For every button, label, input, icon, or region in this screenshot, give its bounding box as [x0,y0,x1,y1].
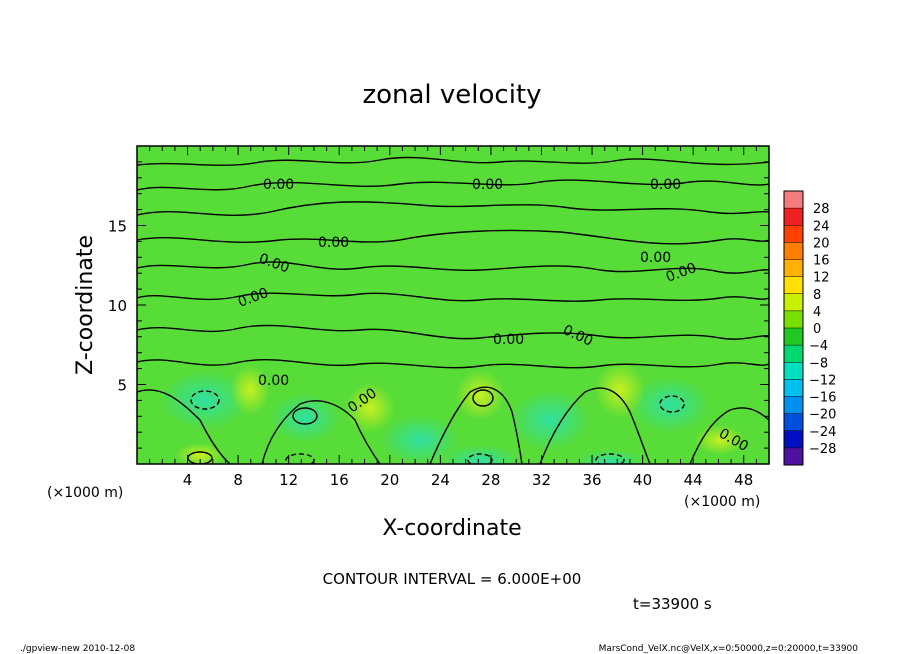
colorbar-swatch [784,208,803,226]
time-label: t=33900 s [633,595,712,613]
colorbar-label: −24 [809,425,836,440]
chart-title: zonal velocity [362,80,541,110]
y-axis-ticks: 5 10 15 [108,161,769,449]
colorbar-label: −4 [809,339,828,354]
contour-label: 0.00 [318,235,349,251]
footer-left: ./gpview-new 2010-12-08 [20,644,135,654]
colorbar-swatch [784,362,803,380]
colorbar-label: 0 [813,322,821,337]
x-tick-label: 32 [532,471,551,489]
contour-label: 0.00 [472,177,503,193]
colorbar-label: 20 [813,236,830,251]
colorbar-swatch [784,242,803,260]
x-tick-label: 36 [582,471,601,489]
colorbar-label: −8 [809,356,828,371]
y-tick-label: 15 [108,218,127,236]
colorbar-label: 16 [813,254,830,269]
x-tick-label: 48 [734,471,753,489]
x-tick-label: 8 [233,471,243,489]
colorbar-swatch [784,225,803,243]
colorbar-swatch [784,310,803,329]
colorbar-swatch [784,396,803,414]
colorbar-label: −20 [809,408,836,423]
colorbar-label: 24 [813,219,830,234]
x-tick-label: 44 [684,471,703,489]
x-unit-left: (×1000 m) [47,485,123,501]
colorbar-swatch [784,413,803,432]
colorbar-swatch [784,430,803,449]
y-axis-label: Z-coordinate [73,235,98,375]
colorbar-label: −12 [809,373,836,388]
x-tick-label: 28 [481,471,500,489]
colorbar-swatch [784,328,803,346]
colorbar-labels: 28 24 20 16 12 8 4 0 −4 −8 −12 −16 −20 −24 −28 [784,202,836,457]
colorbar-swatch [784,276,803,295]
x-tick-label: 20 [380,471,399,489]
x-tick-label: 12 [279,471,298,489]
contour-label: 0.00 [258,373,289,389]
colorbar-label: 28 [813,202,830,217]
colorbar [784,191,803,466]
x-unit-right: (×1000 m) [684,494,760,510]
colorbar-swatch [784,345,803,363]
x-axis-label: X-coordinate [382,516,521,541]
contour-label: 0.00 [493,332,524,348]
contour-lines [137,156,769,464]
colorbar-label: −28 [809,442,836,457]
colorbar-label: 12 [813,271,830,286]
y-tick-label: 5 [117,377,127,395]
plot-area: 0.00 0.00 0.00 0.00 0.00 0.00 0.00 0.00 … [137,146,769,464]
x-tick-label: 4 [183,471,193,489]
colorbar-swatch [784,379,803,397]
colorbar-swatch [784,191,803,209]
contour-label: 0.00 [263,177,294,193]
y-tick-label: 10 [108,297,127,315]
x-tick-label: 40 [633,471,652,489]
colorbar-label: 4 [813,305,821,320]
x-tick-label: 16 [330,471,349,489]
contour-label: 0.00 [650,177,681,193]
colorbar-swatch [784,259,803,277]
x-axis-ticks: 4 8 12 16 20 24 28 32 36 40 44 48 [149,146,757,489]
field-shading [160,362,745,464]
colorbar-label: −16 [809,391,836,406]
footer-right: MarsCond_VelX.nc@VelX,x=0:50000,z=0:2000… [599,644,859,654]
x-tick-label: 24 [431,471,450,489]
colorbar-swatch [784,447,803,466]
colorbar-label: 8 [813,288,821,303]
contour-interval: CONTOUR INTERVAL = 6.000E+00 [323,570,582,588]
contour-label: 0.00 [640,250,671,266]
colorbar-swatch [784,293,803,312]
